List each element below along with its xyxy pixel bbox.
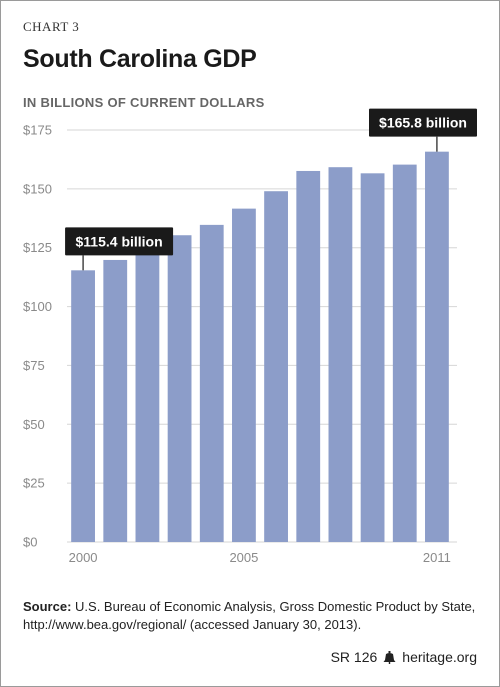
- chart-subtitle: IN BILLIONS OF CURRENT DOLLARS: [23, 95, 265, 110]
- data-label-2000: $115.4 billion: [76, 233, 163, 249]
- bar-2005: [232, 208, 256, 542]
- y-tick-label: $100: [23, 299, 52, 314]
- y-tick-label: $75: [23, 358, 45, 373]
- callout-box: [65, 227, 174, 256]
- data-label-2011: $165.8 billion: [379, 115, 467, 131]
- bar-2004: [199, 224, 224, 542]
- source-text: U.S. Bureau of Economic Analysis, Gross …: [23, 599, 476, 632]
- bar-2009: [360, 173, 385, 543]
- y-tick-label: $0: [23, 535, 37, 550]
- callout-2000: $115.4 billion: [65, 227, 174, 271]
- bar-2008: [328, 167, 353, 543]
- bar-2000: [71, 270, 95, 542]
- chart-number-label: CHART 3: [23, 19, 80, 34]
- y-tick-label: $50: [23, 417, 45, 432]
- y-tick-label: $175: [23, 123, 52, 138]
- x-tick-label: 2000: [69, 550, 98, 565]
- callout-box: [369, 108, 477, 137]
- bar-2010: [392, 164, 417, 542]
- bar-2011: [425, 151, 449, 542]
- chart-title: South Carolina GDP: [23, 45, 257, 73]
- site-link[interactable]: heritage.org: [402, 649, 477, 665]
- x-tick-label: 2011: [423, 550, 451, 565]
- y-tick-label: $25: [23, 476, 45, 491]
- bar-2006: [264, 191, 288, 542]
- y-tick-label: $150: [23, 181, 52, 196]
- footer: SR 126 heritage.org: [331, 649, 477, 665]
- bar-2002: [135, 249, 160, 542]
- x-tick-label: 2005: [229, 550, 258, 565]
- source-note: Source: U.S. Bureau of Economic Analysis…: [23, 598, 483, 634]
- callout-2011: $165.8 billion: [369, 108, 477, 152]
- liberty-bell-icon: [383, 650, 396, 664]
- y-tick-label: $125: [23, 240, 52, 255]
- bar-2003: [167, 235, 192, 542]
- bar-chart: $0 $25 $50 $75 $100 $125 $150 $175 2000 2005 2011 $…: [23, 108, 477, 565]
- source-label: Source:: [23, 599, 72, 614]
- report-id: SR 126: [330, 649, 378, 665]
- bar-2001: [103, 259, 128, 542]
- bar-2007: [296, 170, 321, 542]
